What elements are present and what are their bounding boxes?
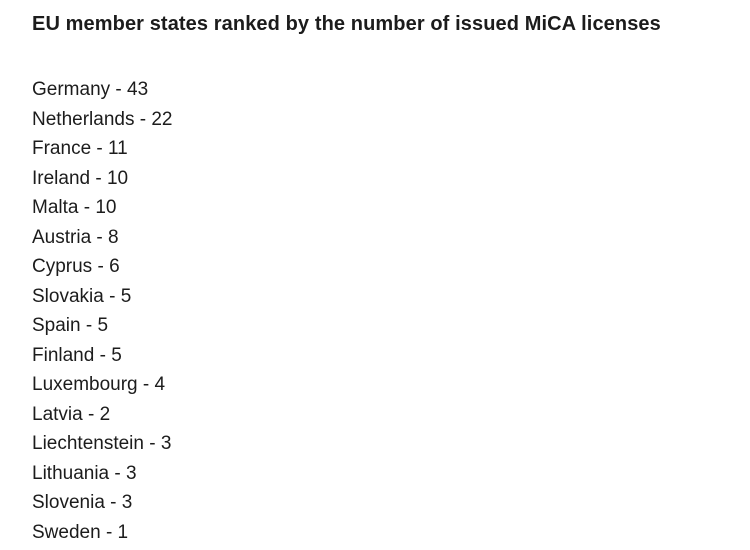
list-item: Germany - 43 (32, 79, 149, 100)
list-item: Cyprus - 6 (32, 256, 120, 277)
list-item: Malta - 10 (32, 197, 117, 218)
ranking-list: Germany - 43 Netherlands - 22 France - 11 I… (32, 75, 730, 547)
list-item: Liechtenstein - 3 (32, 433, 172, 454)
list-item: Austria - 8 (32, 226, 119, 248)
list-item: Lithuania - 3 (32, 462, 137, 484)
list-item: Finland - 5 (32, 344, 122, 366)
list-item: Luxembourg - 4 (32, 374, 166, 395)
list-item: Slovakia - 5 (32, 285, 132, 307)
list-item: Slovenia - 3 (32, 492, 133, 513)
list-item: Spain - 5 (32, 315, 109, 336)
list-item: Latvia - 2 (32, 403, 111, 425)
page-title: EU member states ranked by the number of… (32, 13, 661, 35)
list-item: Netherlands - 22 (32, 108, 173, 130)
list-item: France - 11 (32, 138, 128, 159)
list-item: Ireland - 10 (32, 167, 129, 189)
list-item: Sweden - 1 (32, 521, 129, 543)
